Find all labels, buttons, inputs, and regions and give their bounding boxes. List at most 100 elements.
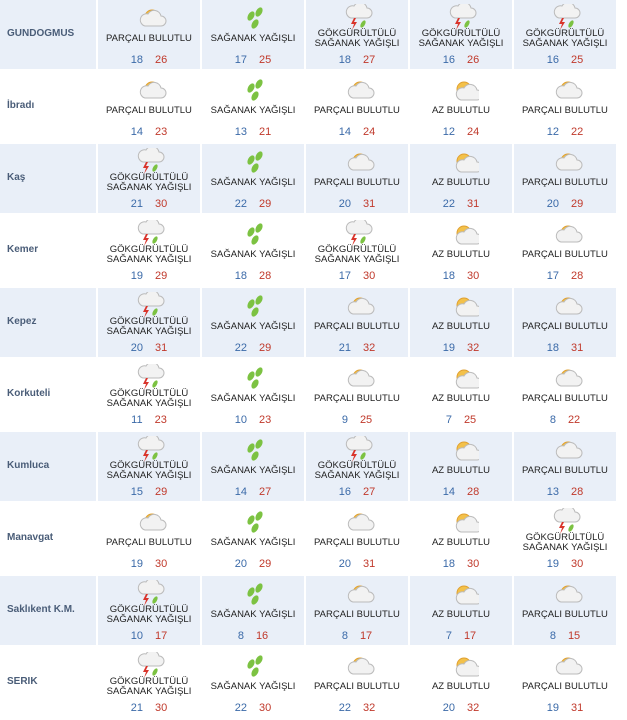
condition: GÖKGÜRÜLTÜLÜ SAĞANAK YAĞIŞLI bbox=[106, 460, 192, 481]
weather-icon bbox=[347, 81, 375, 99]
condition: PARÇALI BULUTLU bbox=[314, 537, 400, 548]
low-temp: 7 bbox=[445, 414, 452, 426]
low-temp: 18 bbox=[546, 342, 559, 354]
high-temp: 25 bbox=[259, 54, 272, 66]
high-temp: 31 bbox=[467, 198, 480, 210]
low-temp: 11 bbox=[131, 414, 143, 426]
temperatures: 17 30 bbox=[306, 270, 408, 282]
day-cell: SAĞANAK YAĞIŞLI 18 28 bbox=[202, 216, 306, 287]
high-temp: 24 bbox=[467, 126, 480, 138]
day-cell: PARÇALI BULUTLU 12 22 bbox=[514, 72, 618, 143]
weather-icon bbox=[139, 513, 167, 531]
low-temp: 16 bbox=[338, 486, 351, 498]
low-temp: 7 bbox=[445, 630, 452, 642]
condition: GÖKGÜRÜLTÜLÜ SAĞANAK YAĞIŞLI bbox=[106, 388, 192, 409]
high-temp: 22 bbox=[571, 126, 584, 138]
low-temp: 10 bbox=[130, 630, 143, 642]
condition: GÖKGÜRÜLTÜLÜ SAĞANAK YAĞIŞLI bbox=[106, 172, 192, 193]
weather-icon bbox=[345, 220, 373, 246]
high-temp: 30 bbox=[467, 270, 480, 282]
weather-icon bbox=[449, 4, 477, 30]
day-cell: SAĞANAK YAĞIŞLI 10 23 bbox=[202, 360, 306, 431]
weather-icon bbox=[137, 292, 165, 318]
low-temp: 12 bbox=[546, 126, 559, 138]
high-temp: 26 bbox=[467, 54, 480, 66]
condition: SAĞANAK YAĞIŞLI bbox=[210, 681, 296, 692]
weather-icon bbox=[247, 439, 263, 461]
weather-icon bbox=[247, 7, 263, 29]
weather-icon bbox=[247, 511, 263, 533]
low-temp: 18 bbox=[442, 558, 455, 570]
forecast-row: SERIK GÖKGÜRÜLTÜLÜ SAĞANAK YAĞIŞLI 21 30 SAĞ… bbox=[0, 648, 627, 719]
temperatures: 21 30 bbox=[98, 702, 200, 714]
temperatures: 19 30 bbox=[98, 558, 200, 570]
temperatures: 17 28 bbox=[514, 270, 616, 282]
day-cell: PARÇALI BULUTLU 14 23 bbox=[98, 72, 202, 143]
high-temp: 21 bbox=[259, 126, 272, 138]
condition: PARÇALI BULUTLU bbox=[106, 33, 192, 44]
condition: GÖKGÜRÜLTÜLÜ SAĞANAK YAĞIŞLI bbox=[314, 460, 400, 481]
city-cell: Kepez bbox=[0, 288, 98, 359]
day-cell: GÖKGÜRÜLTÜLÜ SAĞANAK YAĞIŞLI 15 29 bbox=[98, 432, 202, 503]
day-cell: PARÇALI BULUTLU 20 31 bbox=[306, 504, 410, 575]
day-cell: AZ BULUTLU 18 30 bbox=[410, 504, 514, 575]
low-temp: 19 bbox=[442, 342, 455, 354]
high-temp: 29 bbox=[259, 198, 272, 210]
high-temp: 27 bbox=[363, 54, 376, 66]
day-cell: PARÇALI BULUTLU 22 32 bbox=[306, 648, 410, 719]
condition: PARÇALI BULUTLU bbox=[522, 681, 608, 692]
low-temp: 21 bbox=[130, 702, 143, 714]
weather-icon bbox=[555, 657, 583, 675]
low-temp: 22 bbox=[442, 198, 455, 210]
day-cell: GÖKGÜRÜLTÜLÜ SAĞANAK YAĞIŞLI 16 25 bbox=[514, 0, 618, 71]
low-temp: 22 bbox=[234, 198, 247, 210]
low-temp: 8 bbox=[549, 630, 556, 642]
condition: AZ BULUTLU bbox=[431, 537, 491, 548]
day-cell: GÖKGÜRÜLTÜLÜ SAĞANAK YAĞIŞLI 10 17 bbox=[98, 576, 202, 647]
condition: PARÇALI BULUTLU bbox=[314, 393, 400, 404]
low-temp: 13 bbox=[234, 126, 247, 138]
temperatures: 17 25 bbox=[202, 54, 304, 66]
condition: PARÇALI BULUTLU bbox=[522, 177, 608, 188]
temperatures: 20 31 bbox=[306, 558, 408, 570]
weather-icon bbox=[137, 652, 165, 678]
low-temp: 8 bbox=[549, 414, 556, 426]
city-name: Korkuteli bbox=[7, 388, 51, 399]
condition: SAĞANAK YAĞIŞLI bbox=[210, 105, 296, 116]
temperatures: 16 25 bbox=[514, 54, 616, 66]
high-temp: 30 bbox=[571, 558, 584, 570]
temperatures: 20 32 bbox=[410, 702, 512, 714]
condition: AZ BULUTLU bbox=[431, 681, 491, 692]
weather-icon bbox=[455, 225, 479, 245]
low-temp: 8 bbox=[237, 630, 244, 642]
condition: AZ BULUTLU bbox=[431, 177, 491, 188]
condition: AZ BULUTLU bbox=[431, 609, 491, 620]
day-cell: SAĞANAK YAĞIŞLI 8 16 bbox=[202, 576, 306, 647]
low-temp: 18 bbox=[338, 54, 351, 66]
condition: PARÇALI BULUTLU bbox=[106, 105, 192, 116]
temperatures: 14 28 bbox=[410, 486, 512, 498]
weather-icon bbox=[137, 148, 165, 174]
high-temp: 31 bbox=[571, 702, 584, 714]
condition: SAĞANAK YAĞIŞLI bbox=[210, 609, 296, 620]
day-cell: SAĞANAK YAĞIŞLI 13 21 bbox=[202, 72, 306, 143]
forecast-row: İbradı PARÇALI BULUTLU 14 23 SAĞANAK YAĞIŞLI… bbox=[0, 72, 627, 143]
weather-icon bbox=[555, 585, 583, 603]
condition: PARÇALI BULUTLU bbox=[522, 249, 608, 260]
temperatures: 9 25 bbox=[306, 414, 408, 426]
condition: PARÇALI BULUTLU bbox=[522, 105, 608, 116]
low-temp: 20 bbox=[546, 198, 559, 210]
temperatures: 13 28 bbox=[514, 486, 616, 498]
weather-icon bbox=[139, 81, 167, 99]
day-cell: PARÇALI BULUTLU 21 32 bbox=[306, 288, 410, 359]
high-temp: 17 bbox=[463, 630, 477, 642]
temperatures: 22 31 bbox=[410, 198, 512, 210]
condition: PARÇALI BULUTLU bbox=[314, 105, 400, 116]
day-cell: AZ BULUTLU 7 17 bbox=[410, 576, 514, 647]
forecast-row: Kumluca GÖKGÜRÜLTÜLÜ SAĞANAK YAĞIŞLI 15 29 S… bbox=[0, 432, 627, 503]
weather-icon bbox=[455, 81, 479, 101]
day-cell: AZ BULUTLU 12 24 bbox=[410, 72, 514, 143]
temperatures: 7 17 bbox=[410, 630, 512, 642]
low-temp: 19 bbox=[546, 702, 559, 714]
